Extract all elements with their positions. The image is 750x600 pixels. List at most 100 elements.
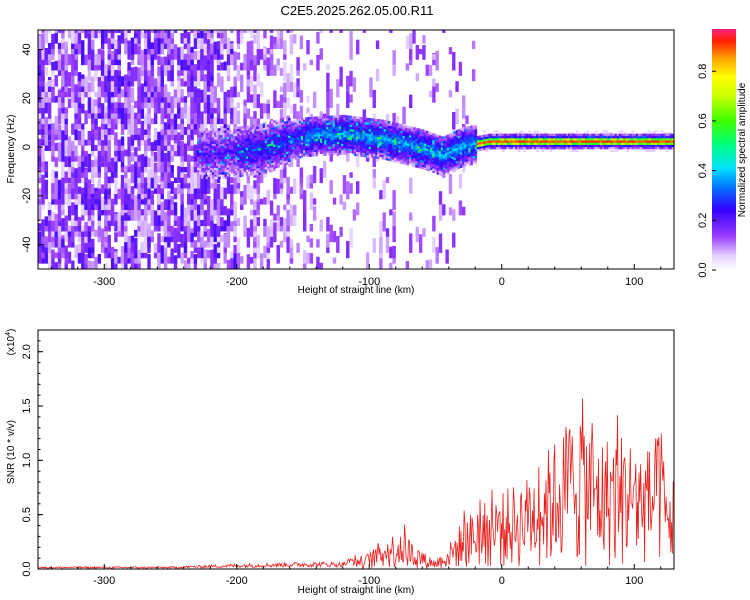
spectrogram-cell	[542, 142, 545, 145]
spectrogram-cell	[356, 138, 359, 141]
spectrogram-cell	[296, 149, 300, 153]
spectrogram-cell	[311, 134, 314, 137]
spectrogram-cell	[57, 142, 62, 162]
spectrogram-cell	[423, 145, 427, 148]
spectrogram-cell	[339, 139, 342, 142]
spectrogram-cell	[237, 146, 240, 149]
spectrogram-cell	[347, 126, 350, 129]
spectrogram-cell	[250, 164, 253, 168]
spectrogram-cell	[375, 142, 378, 146]
spectrogram-cell	[254, 168, 257, 171]
spectrogram-cell	[381, 119, 384, 123]
spectrogram-cell	[120, 109, 125, 119]
spectrogram-cell	[529, 142, 533, 145]
spectrogram-cell	[332, 137, 336, 140]
spectrogram-cell	[470, 149, 473, 153]
spectrogram-cell	[392, 224, 396, 243]
spectrogram-cell	[362, 152, 365, 155]
spectrogram-cell	[250, 131, 253, 135]
spectrogram-cell	[455, 134, 459, 138]
spectrogram-cell	[531, 146, 535, 150]
spectrogram-cell	[281, 124, 285, 127]
spectrogram-cell	[466, 154, 469, 158]
spectrogram-cell	[351, 135, 355, 139]
spectrogram-cell	[256, 128, 259, 132]
spectrogram-cell	[147, 168, 151, 184]
spectrogram-cell	[440, 147, 444, 150]
spectrogram-cell	[466, 159, 469, 162]
spectrogram-cell	[472, 131, 475, 135]
spectrogram-cell	[311, 132, 314, 135]
spectrogram-cell	[203, 109, 208, 130]
spectrogram-cell	[385, 122, 389, 126]
spectrogram-cell	[269, 139, 272, 142]
spectrogram-cell	[358, 132, 361, 135]
spectrogram-cell	[360, 132, 363, 135]
spectrogram-cell	[247, 151, 251, 155]
spectrogram-cell	[220, 30, 224, 39]
spectrogram-cell	[246, 83, 251, 103]
spectrogram-cell	[457, 159, 461, 163]
spectrogram-cell	[230, 162, 234, 165]
spectrogram-cell	[307, 145, 310, 149]
spectrogram-cell	[347, 135, 350, 138]
spectrogram-cell	[104, 64, 108, 76]
spectrogram-cell	[360, 147, 363, 151]
spectrogram-cell	[41, 244, 45, 253]
spectrogram-cell	[203, 210, 208, 227]
spectrogram-cell	[87, 130, 92, 141]
spectrogram-cell	[521, 146, 524, 150]
spectrogram-cell	[258, 152, 261, 156]
spectrogram-cell	[236, 52, 241, 60]
spectrogram-cell	[451, 145, 454, 148]
spectrogram-cell	[207, 159, 210, 162]
spectrogram-cell	[250, 146, 253, 150]
spectrogram-cell	[336, 126, 340, 129]
spectrogram-cell	[515, 140, 518, 143]
spectrogram-cell	[389, 209, 393, 216]
spectrogram-cell	[305, 150, 308, 153]
spectrogram-cell	[455, 138, 459, 142]
spectrogram-cell	[193, 113, 198, 125]
spectrogram-cell	[347, 150, 350, 154]
spectrogram-cell	[315, 142, 319, 146]
spectrogram-cell	[313, 118, 316, 122]
spectrogram-cell	[203, 176, 208, 194]
spectrogram-cell	[341, 121, 344, 125]
spectrogram-cell	[237, 161, 240, 165]
spectrogram-cell	[419, 150, 422, 154]
spectrogram-cell	[298, 129, 302, 133]
spectrogram-cell	[269, 161, 272, 164]
spectrogram-cell	[44, 179, 49, 194]
spectrogram-cell	[339, 226, 343, 237]
spectrogram-cell	[260, 130, 263, 133]
spectrogram-cell	[209, 132, 213, 136]
spectrogram-cell	[411, 139, 414, 143]
spectrogram-cell	[167, 103, 171, 114]
spectrogram-cell	[226, 56, 231, 76]
spectrogram-cell	[275, 130, 278, 134]
spectrogram-cell	[256, 148, 259, 151]
spectrogram-cell	[313, 116, 316, 120]
spectrogram-cell	[394, 135, 397, 139]
spectrogram-cell	[210, 210, 214, 221]
spectrogram-cell	[309, 121, 312, 124]
spectrogram-cell	[224, 174, 227, 177]
spectrogram-cell	[38, 71, 42, 82]
spectrogram-cell	[279, 162, 283, 165]
spectrogram-cell	[41, 219, 45, 237]
spectrogram-cell	[197, 30, 201, 33]
spectrogram-cell	[334, 150, 338, 153]
spectrogram-cell	[277, 145, 280, 148]
spectrogram-cell	[296, 121, 300, 124]
spectrogram-cell	[183, 220, 188, 232]
spectrogram-cell	[183, 68, 188, 82]
spectrogram-cell	[222, 156, 225, 160]
spectrogram-cell	[436, 169, 439, 173]
spectrogram-cell	[364, 141, 367, 145]
spectrogram-cell	[434, 149, 437, 152]
spectrogram-cell	[87, 260, 92, 269]
spectrogram-cell	[247, 158, 251, 161]
spectrogram-cell	[271, 149, 274, 152]
spectrogram-cell	[542, 133, 545, 137]
